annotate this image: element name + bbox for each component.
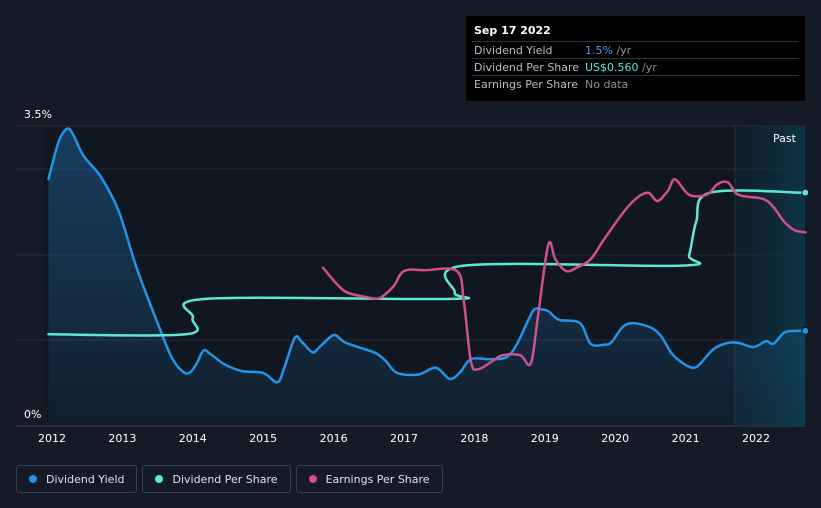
legend-item-dividend-per-share[interactable]: Dividend Per Share bbox=[142, 465, 291, 493]
tooltip-row-dividend-per-share: Dividend Per Share US$0.560 /yr bbox=[472, 58, 799, 76]
legend-item-earnings-per-share[interactable]: Earnings Per Share bbox=[295, 465, 443, 493]
past-label: Past bbox=[773, 132, 797, 145]
x-tick-label: 2013 bbox=[108, 432, 136, 445]
tooltip-label: Dividend Yield bbox=[474, 44, 553, 57]
y-axis-min-label: 0% bbox=[24, 408, 41, 421]
x-tick-label: 2016 bbox=[320, 432, 348, 445]
x-tick-label: 2017 bbox=[390, 432, 418, 445]
tooltip: Sep 17 2022 Dividend Yield 1.5% /yr Divi… bbox=[466, 16, 805, 101]
tooltip-label: Earnings Per Share bbox=[474, 78, 579, 91]
legend-label: Dividend Per Share bbox=[172, 472, 278, 486]
dividend-yield-line bbox=[47, 127, 807, 384]
x-tick-label: 2022 bbox=[742, 432, 770, 445]
area-layer bbox=[48, 128, 806, 427]
lines-layer bbox=[47, 127, 810, 384]
x-tick-label: 2021 bbox=[672, 432, 700, 445]
tooltip-value: US$0.560 bbox=[585, 61, 639, 74]
earnings-per-share-line bbox=[321, 178, 807, 372]
dot-icon bbox=[29, 475, 37, 483]
x-tick-label: 2015 bbox=[249, 432, 277, 445]
legend: Dividend Yield Dividend Per Share Earnin… bbox=[16, 465, 443, 493]
tooltip-row-earnings-per-share: Earnings Per Share No data bbox=[472, 75, 799, 93]
tooltip-date: Sep 17 2022 bbox=[474, 24, 551, 37]
legend-label: Dividend Yield bbox=[46, 472, 125, 486]
tooltip-value-wrap: US$0.560 /yr bbox=[585, 61, 657, 74]
x-tick-label: 2019 bbox=[531, 432, 559, 445]
dot-icon bbox=[308, 475, 317, 483]
tooltip-value: 1.5% bbox=[585, 44, 613, 57]
x-tick-label: 2018 bbox=[460, 432, 488, 445]
dividend-yield-endpoint bbox=[801, 326, 810, 335]
dividend-per-share-line bbox=[47, 189, 807, 337]
tooltip-row-dividend-yield: Dividend Yield 1.5% /yr bbox=[472, 41, 799, 59]
tooltip-suffix: No data bbox=[585, 78, 629, 91]
dot-icon bbox=[155, 475, 164, 483]
tooltip-value-wrap: 1.5% /yr bbox=[585, 44, 631, 57]
y-axis-max-label: 3.5% bbox=[24, 108, 52, 121]
dividend-yield-area bbox=[48, 128, 806, 427]
x-tick-label: 2020 bbox=[601, 432, 629, 445]
legend-item-dividend-yield[interactable]: Dividend Yield bbox=[16, 465, 138, 493]
x-axis: 2012 2013 2014 2015 2016 2017 2018 2019 2020 2021… bbox=[38, 432, 770, 445]
tooltip-suffix: /yr bbox=[612, 44, 632, 57]
x-tick-label: 2014 bbox=[179, 432, 207, 445]
legend-label: Earnings Per Share bbox=[325, 472, 430, 486]
dividend-per-share-endpoint bbox=[801, 188, 810, 197]
tooltip-suffix: /yr bbox=[638, 61, 657, 74]
x-tick-label: 2012 bbox=[38, 432, 66, 445]
tooltip-label: Dividend Per Share bbox=[474, 61, 580, 74]
tooltip-value-wrap: No data bbox=[585, 78, 628, 91]
